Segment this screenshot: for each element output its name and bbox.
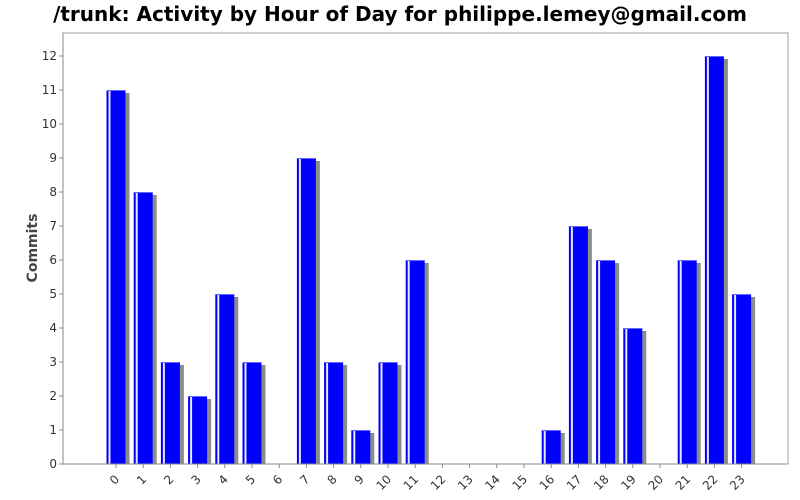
bar-highlight [407,261,410,464]
bar [188,396,208,464]
bar-highlight [326,363,329,464]
x-tick-label: 4 [216,472,231,487]
x-tick-label: 12 [428,472,449,493]
y-tick-label: 1 [49,423,57,437]
y-tick-label: 4 [49,321,57,335]
y-tick-label: 6 [49,253,57,267]
x-tick-label: 6 [270,472,285,487]
x-tick-label: 13 [455,472,476,493]
bar-highlight [625,329,628,464]
bar-highlight [543,431,546,464]
bar [106,90,126,464]
bar [704,56,724,464]
y-axis-title: Commits [25,214,41,283]
x-tick-label: 23 [727,472,748,493]
x-tick-label: 20 [645,472,666,493]
chart-title: /trunk: Activity by Hour of Day for phil… [53,2,747,26]
bar [133,192,153,464]
bar [324,362,344,464]
y-tick-label: 0 [49,457,57,471]
bar-highlight [570,227,573,464]
x-tick-label: 8 [324,472,339,487]
bar [677,260,697,464]
bar [160,362,180,464]
bar-highlight [244,363,247,464]
bar [568,226,588,464]
bar [378,362,398,464]
y-tick-label: 2 [49,389,57,403]
x-tick-label: 21 [673,472,694,493]
x-tick-label: 0 [107,472,122,487]
bar [351,430,371,464]
bar [215,294,235,464]
y-tick-label: 12 [42,49,57,63]
x-axis: 0 1 2 3 4 5 6 7 8 9 10 11 12 13 14 15 16 17 18 19 20 21 22 23 [63,463,788,493]
x-tick-label: 10 [373,472,394,493]
bar-highlight [162,363,165,464]
y-tick-label: 11 [42,83,57,97]
y-tick-label: 9 [49,151,57,165]
x-tick-label: 15 [509,472,530,493]
bar-highlight [679,261,682,464]
bar-highlight [217,295,220,464]
y-tick-label: 7 [49,219,57,233]
x-tick-label: 2 [161,472,176,487]
x-tick-label: 5 [243,472,258,487]
bar [596,260,616,464]
bars [106,56,752,464]
bar-highlight [135,193,138,464]
bar-highlight [353,431,356,464]
bar-highlight [706,57,709,464]
x-tick-label: 7 [297,472,312,487]
bar [242,362,262,464]
bar [623,328,643,464]
x-tick-label: 3 [188,472,203,487]
bar [732,294,752,464]
x-tick-label: 16 [537,472,558,493]
bar [296,158,316,464]
y-tick-label: 10 [42,117,57,131]
x-tick-label: 22 [700,472,721,493]
y-tick-label: 3 [49,355,57,369]
x-tick-label: 18 [591,472,612,493]
x-tick-label: 17 [564,472,585,493]
bar [405,260,425,464]
bar-highlight [598,261,601,464]
bar-highlight [190,397,193,464]
x-tick-label: 1 [134,472,149,487]
bar-highlight [108,91,111,464]
y-tick-label: 8 [49,185,57,199]
x-tick-label: 9 [352,472,367,487]
x-tick-label: 11 [401,472,422,493]
bar-highlight [380,363,383,464]
bar-highlight [298,159,301,464]
bar [541,430,561,464]
y-tick-label: 5 [49,287,57,301]
bar-highlight [734,295,737,464]
x-tick-label: 14 [482,472,503,493]
x-tick-label: 19 [618,472,639,493]
